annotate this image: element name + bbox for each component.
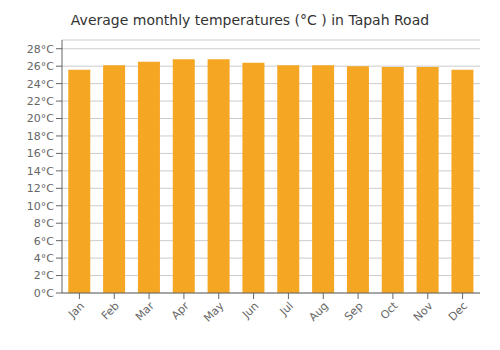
svg-text:28°C: 28°C — [27, 43, 54, 56]
svg-text:Aug: Aug — [307, 299, 331, 323]
svg-text:Apr: Apr — [169, 299, 192, 322]
svg-text:18°C: 18°C — [27, 130, 54, 143]
svg-text:26°C: 26°C — [27, 60, 54, 73]
html-text:Average monthly temperatures (: Average monthly temperatures (°C ) in Ta… — [70, 12, 430, 28]
svg-text:Jan: Jan — [65, 299, 87, 321]
svg-text:Nov: Nov — [411, 299, 436, 324]
svg-text:10°C: 10°C — [27, 200, 54, 213]
svg-text:Mar: Mar — [133, 299, 157, 323]
svg-text:Sep: Sep — [342, 299, 366, 323]
svg-text:Jul: Jul — [277, 299, 296, 318]
svg-text:8°C: 8°C — [34, 217, 54, 230]
svg-text:Feb: Feb — [99, 299, 122, 322]
svg-text:14°C: 14°C — [27, 165, 54, 178]
svg-text:20°C: 20°C — [27, 112, 54, 125]
svg-text:May: May — [201, 299, 227, 325]
svg-text:22°C: 22°C — [27, 95, 54, 108]
svg-text:0°C: 0°C — [34, 287, 54, 300]
svg-text:2°C: 2°C — [34, 269, 54, 282]
svg-text:6°C: 6°C — [34, 235, 54, 248]
svg-text:12°C: 12°C — [27, 182, 54, 195]
svg-text:16°C: 16°C — [27, 147, 54, 160]
svg-text:4°C: 4°C — [34, 252, 54, 265]
svg-text:24°C: 24°C — [27, 78, 54, 91]
svg-text:Dec: Dec — [446, 299, 470, 323]
svg-text:Oct: Oct — [378, 299, 401, 322]
svg-text:Jun: Jun — [239, 299, 261, 321]
